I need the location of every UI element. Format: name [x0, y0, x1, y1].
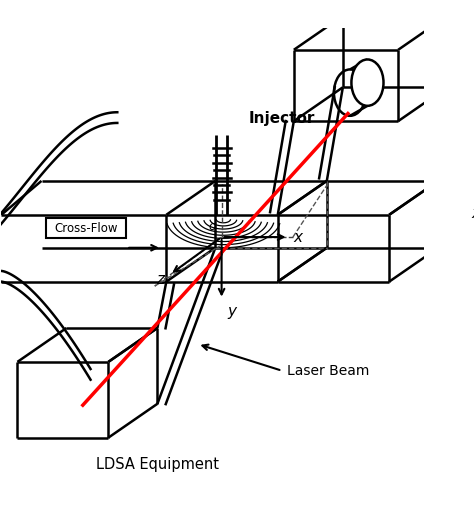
Text: x: x — [471, 206, 474, 221]
Ellipse shape — [351, 59, 383, 106]
Text: y: y — [227, 304, 236, 319]
Text: o: o — [209, 219, 216, 233]
FancyBboxPatch shape — [46, 218, 126, 238]
Text: z: z — [155, 272, 164, 288]
Text: LDSA Equipment: LDSA Equipment — [96, 457, 219, 472]
Text: Laser Beam: Laser Beam — [287, 364, 369, 378]
Text: Injector: Injector — [248, 111, 315, 125]
Text: x: x — [293, 230, 302, 244]
Text: Cross-Flow: Cross-Flow — [55, 221, 118, 235]
